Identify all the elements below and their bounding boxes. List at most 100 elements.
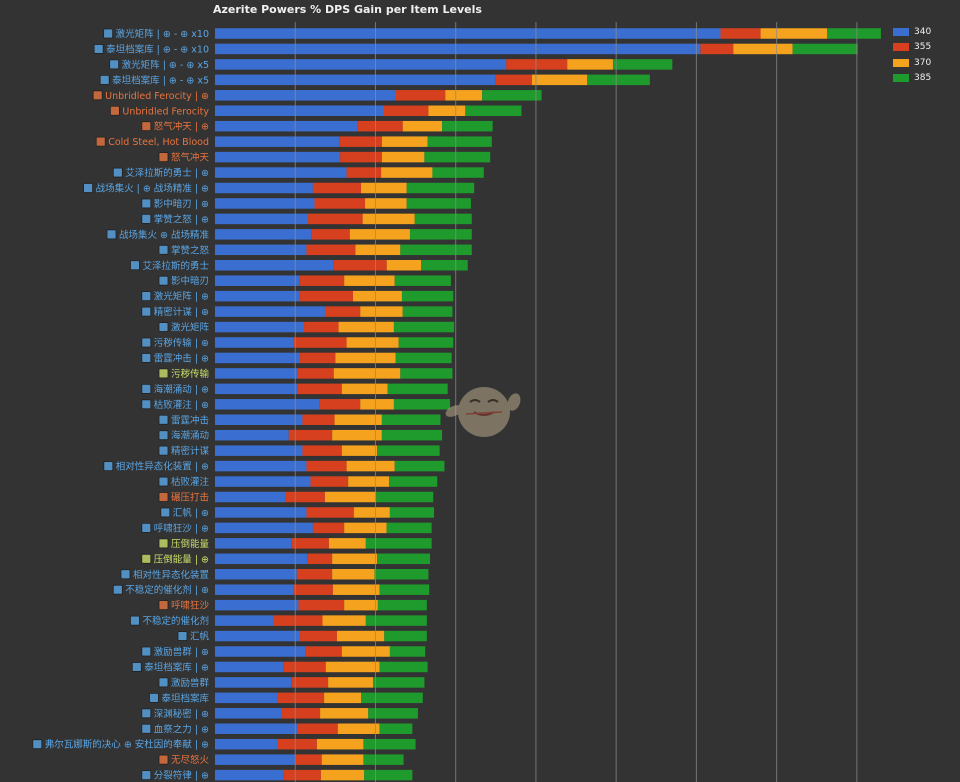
bar-segment-385-row-4[interactable] xyxy=(587,74,650,86)
bar-segment-370-row-33[interactable] xyxy=(344,522,387,534)
bar-segment-355-row-20[interactable] xyxy=(304,321,339,333)
bar-segment-340-row-43[interactable] xyxy=(215,677,292,688)
bar-segment-340-row-45[interactable] xyxy=(215,708,282,719)
bar-segment-370-row-43[interactable] xyxy=(328,677,374,688)
bar-segment-355-row-41[interactable] xyxy=(305,646,342,657)
bar-segment-385-row-8[interactable] xyxy=(427,136,492,147)
bar-segment-385-row-43[interactable] xyxy=(373,677,425,688)
bar-segment-385-row-26[interactable] xyxy=(381,414,441,426)
bar-segment-355-row-22[interactable] xyxy=(300,352,336,364)
bar-segment-385-row-25[interactable] xyxy=(393,399,451,410)
bar-segment-340-row-46[interactable] xyxy=(215,723,298,735)
bar-segment-370-row-16[interactable] xyxy=(386,260,422,271)
bar-segment-355-row-26[interactable] xyxy=(302,414,335,426)
bar-segment-370-row-27[interactable] xyxy=(332,429,382,441)
bar-segment-385-row-21[interactable] xyxy=(398,337,454,348)
bar-segment-355-row-14[interactable] xyxy=(311,229,350,240)
bar-segment-355-row-27[interactable] xyxy=(288,429,333,441)
bar-segment-340-row-40[interactable] xyxy=(215,630,301,642)
bar-segment-340-row-33[interactable] xyxy=(215,522,313,534)
bar-segment-370-row-6[interactable] xyxy=(428,105,466,117)
bar-segment-355-row-46[interactable] xyxy=(297,723,338,735)
bar-segment-370-row-35[interactable] xyxy=(332,553,378,565)
bar-segment-340-row-42[interactable] xyxy=(215,661,284,673)
bar-segment-370-row-49[interactable] xyxy=(320,769,365,781)
bar-segment-340-row-47[interactable] xyxy=(215,738,278,750)
bar-segment-340-row-38[interactable] xyxy=(215,599,299,611)
bar-segment-340-row-37[interactable] xyxy=(215,584,294,595)
bar-segment-355-row-42[interactable] xyxy=(283,661,326,673)
bar-segment-340-row-29[interactable] xyxy=(215,460,307,472)
bar-segment-370-row-45[interactable] xyxy=(320,708,369,719)
bar-segment-355-row-1[interactable] xyxy=(720,28,761,39)
bar-segment-385-row-24[interactable] xyxy=(387,383,448,395)
bar-segment-355-row-15[interactable] xyxy=(306,244,356,256)
bar-segment-385-row-18[interactable] xyxy=(401,290,454,302)
bar-segment-370-row-24[interactable] xyxy=(341,383,388,395)
bar-segment-355-row-18[interactable] xyxy=(299,290,353,302)
bar-segment-340-row-20[interactable] xyxy=(215,321,305,333)
bar-segment-340-row-48[interactable] xyxy=(215,754,296,765)
bar-segment-385-row-6[interactable] xyxy=(465,105,522,117)
bar-segment-340-row-36[interactable] xyxy=(215,569,297,580)
bar-segment-340-row-13[interactable] xyxy=(215,213,309,225)
bar-segment-340-row-6[interactable] xyxy=(215,105,384,117)
bar-segment-340-row-9[interactable] xyxy=(215,151,341,163)
bar-segment-370-row-1[interactable] xyxy=(760,28,828,39)
bar-segment-340-row-4[interactable] xyxy=(215,74,496,86)
legend-item-385[interactable]: 385 xyxy=(893,71,931,87)
bar-segment-340-row-5[interactable] xyxy=(215,90,396,101)
bar-segment-370-row-37[interactable] xyxy=(332,584,380,595)
bar-segment-385-row-49[interactable] xyxy=(364,769,413,781)
bar-segment-340-row-23[interactable] xyxy=(215,368,298,379)
bar-segment-385-row-2[interactable] xyxy=(792,43,858,55)
bar-segment-385-row-32[interactable] xyxy=(389,507,435,518)
legend-item-340[interactable]: 340 xyxy=(893,24,931,40)
bar-segment-370-row-31[interactable] xyxy=(324,491,377,503)
bar-segment-340-row-17[interactable] xyxy=(215,275,300,286)
bar-segment-385-row-12[interactable] xyxy=(406,198,471,209)
bar-segment-370-row-23[interactable] xyxy=(333,368,401,379)
bar-segment-340-row-26[interactable] xyxy=(215,414,303,426)
bar-segment-340-row-34[interactable] xyxy=(215,538,292,549)
bar-segment-340-row-15[interactable] xyxy=(215,244,307,256)
bar-segment-355-row-17[interactable] xyxy=(299,275,345,286)
bar-segment-370-row-34[interactable] xyxy=(328,538,366,549)
bar-segment-340-row-25[interactable] xyxy=(215,399,320,410)
bar-segment-370-row-38[interactable] xyxy=(344,599,378,611)
bar-segment-355-row-19[interactable] xyxy=(324,306,361,317)
bar-segment-340-row-30[interactable] xyxy=(215,476,311,487)
bar-segment-355-row-30[interactable] xyxy=(310,476,349,487)
bar-segment-370-row-25[interactable] xyxy=(360,399,394,410)
bar-segment-370-row-28[interactable] xyxy=(341,445,378,456)
bar-segment-370-row-9[interactable] xyxy=(381,151,425,163)
bar-segment-355-row-12[interactable] xyxy=(314,198,366,209)
bar-segment-340-row-28[interactable] xyxy=(215,445,303,456)
bar-segment-340-row-27[interactable] xyxy=(215,429,289,441)
bar-segment-385-row-20[interactable] xyxy=(393,321,455,333)
bar-segment-385-row-22[interactable] xyxy=(395,352,452,364)
bar-segment-370-row-41[interactable] xyxy=(341,646,390,657)
bar-segment-370-row-47[interactable] xyxy=(316,738,364,750)
bar-segment-385-row-29[interactable] xyxy=(394,460,445,472)
bar-segment-355-row-9[interactable] xyxy=(340,151,382,163)
bar-segment-370-row-4[interactable] xyxy=(531,74,588,86)
bar-segment-355-row-34[interactable] xyxy=(291,538,329,549)
bar-segment-355-row-25[interactable] xyxy=(319,399,361,410)
bar-segment-340-row-19[interactable] xyxy=(215,306,325,317)
bar-segment-355-row-24[interactable] xyxy=(297,383,342,395)
bar-segment-385-row-33[interactable] xyxy=(386,522,432,534)
bar-segment-355-row-38[interactable] xyxy=(298,599,345,611)
bar-segment-340-row-24[interactable] xyxy=(215,383,298,395)
bar-segment-385-row-31[interactable] xyxy=(376,491,434,503)
bar-segment-370-row-22[interactable] xyxy=(335,352,396,364)
bar-segment-355-row-32[interactable] xyxy=(306,507,354,518)
bar-segment-355-row-44[interactable] xyxy=(277,692,325,704)
bar-segment-370-row-10[interactable] xyxy=(381,167,433,178)
bar-segment-340-row-39[interactable] xyxy=(215,615,274,626)
bar-segment-385-row-36[interactable] xyxy=(374,569,429,580)
bar-segment-340-row-41[interactable] xyxy=(215,646,306,657)
bar-segment-370-row-39[interactable] xyxy=(322,615,366,626)
bar-segment-355-row-28[interactable] xyxy=(302,445,342,456)
bar-segment-385-row-13[interactable] xyxy=(414,213,472,225)
